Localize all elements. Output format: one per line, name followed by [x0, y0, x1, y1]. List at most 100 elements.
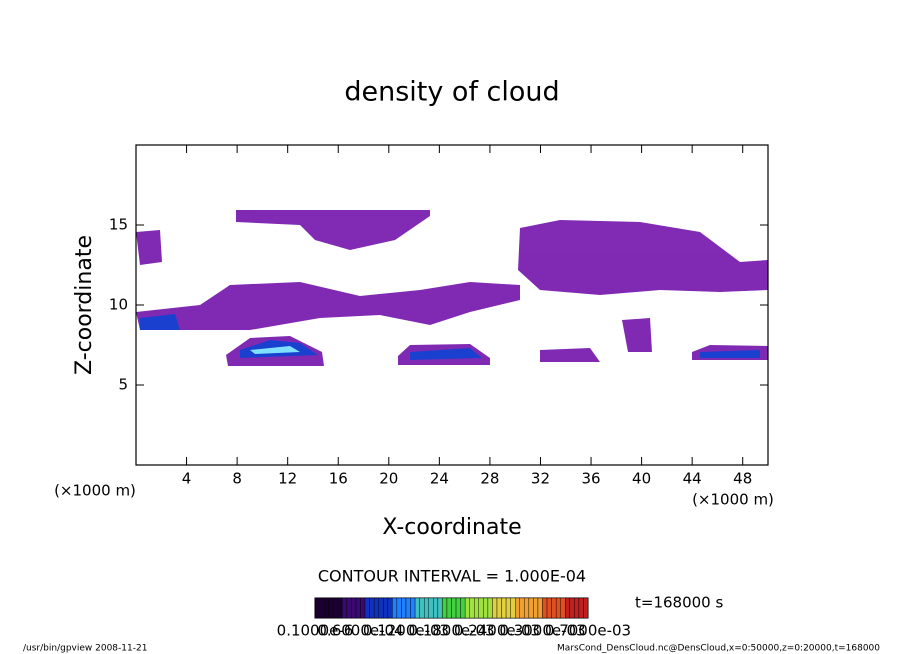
- colorbar-cell: [551, 597, 557, 619]
- colorbar-label: 0.6000e-04: [317, 622, 403, 640]
- x-tick-label: 16: [329, 470, 348, 488]
- colorbar-cell: [364, 597, 370, 619]
- colorbar-cell: [378, 597, 384, 619]
- cloud-field: [136, 210, 768, 366]
- colorbar-cell: [351, 597, 357, 619]
- x-unit-label: (×1000 m): [54, 482, 136, 500]
- colorbar-cell: [360, 597, 366, 619]
- colorbar-label: 0.1200e-03: [363, 622, 449, 640]
- cloud-region: [622, 318, 652, 352]
- colorbar-cell: [392, 597, 398, 619]
- colorbar-cell: [342, 597, 348, 619]
- colorbar-cell: [319, 597, 325, 619]
- colorbar-cell: [483, 597, 489, 619]
- colorbar-cell: [437, 597, 443, 619]
- y-tick-label: 5: [118, 376, 128, 394]
- x-unit-label: (×1000 m): [692, 491, 774, 509]
- cloud-core-region: [410, 348, 482, 360]
- cloud-core-region: [140, 314, 180, 330]
- colorbar-label: 0.3000e-03: [499, 622, 585, 640]
- colorbar-cell: [574, 597, 580, 619]
- colorbar-label: 0.2400e-03: [454, 622, 540, 640]
- colorbar-cell: [373, 597, 379, 619]
- x-tick-label: 32: [531, 470, 550, 488]
- x-tick-label: 28: [480, 470, 499, 488]
- cloud-region: [136, 282, 520, 330]
- contour-interval: CONTOUR INTERVAL = 1.000E-04: [318, 567, 586, 586]
- colorbar-label: 0.7000e-03: [545, 622, 631, 640]
- colorbar-cell: [474, 597, 480, 619]
- colorbar-cell: [428, 597, 434, 619]
- colorbar-cell: [560, 597, 566, 619]
- cloud-region: [236, 210, 430, 250]
- colorbar-cell: [337, 597, 343, 619]
- cloud-core-region: [700, 350, 760, 358]
- x-tick-label: 44: [683, 470, 702, 488]
- colorbar-cell: [583, 597, 589, 619]
- colorbar-cell: [501, 597, 507, 619]
- colorbar-cell: [401, 597, 407, 619]
- colorbar-cell: [528, 597, 534, 619]
- colorbar-cell: [455, 597, 461, 619]
- colorbar-cell: [578, 597, 584, 619]
- colorbar-cell: [333, 597, 338, 619]
- footer-right: MarsCond_DensCloud.nc@DensCloud,x=0:5000…: [557, 644, 880, 654]
- x-tick-label: 20: [379, 470, 398, 488]
- colorbar-cell: [519, 597, 525, 619]
- colorbar-cell: [314, 597, 320, 619]
- y-axis-label: Z-coordinate: [72, 235, 97, 375]
- colorbar-cell: [419, 597, 425, 619]
- footer-left: /usr/bin/gpview 2008-11-21: [23, 644, 147, 654]
- colorbar-cell: [537, 597, 543, 619]
- x-tick-label: 8: [232, 470, 242, 488]
- colorbar-cell: [410, 597, 416, 619]
- cloud-region: [540, 348, 600, 362]
- colorbar-cell: [505, 597, 511, 619]
- colorbar-cell: [369, 597, 375, 619]
- x-tick-label: 4: [182, 470, 192, 488]
- colorbar-cell: [464, 597, 470, 619]
- colorbar-cell: [487, 597, 493, 619]
- colorbar-cell: [451, 597, 457, 619]
- x-tick-label: 36: [581, 470, 600, 488]
- cloud-region: [136, 230, 162, 265]
- cloud-region: [518, 220, 768, 295]
- colorbar-cell: [569, 597, 575, 619]
- colorbar-cell: [533, 597, 539, 619]
- x-tick-label: 48: [733, 470, 752, 488]
- x-axis-label: X-coordinate: [382, 515, 521, 540]
- colorbar-cell: [396, 597, 402, 619]
- colorbar-cell: [433, 597, 439, 619]
- x-tick-label: 24: [430, 470, 449, 488]
- colorbar-cell: [383, 597, 389, 619]
- colorbar-cell: [323, 597, 329, 619]
- cloud-peak: [250, 346, 300, 354]
- colorbar-cell: [442, 597, 448, 619]
- colorbar-label: 0.1800e-03: [408, 622, 494, 640]
- x-tick-label: 40: [632, 470, 651, 488]
- colorbar-cell: [524, 597, 530, 619]
- colorbar-cell: [555, 597, 561, 619]
- colorbar-cell: [492, 597, 498, 619]
- colorbar-cell: [542, 597, 548, 619]
- colorbar-cell: [460, 597, 466, 619]
- colorbar-cell: [328, 597, 334, 619]
- colorbar-cell: [424, 597, 429, 619]
- colorbar-cell: [346, 597, 352, 619]
- colorbar-cell: [446, 597, 452, 619]
- colorbar-cell: [469, 597, 475, 619]
- colorbar-cell: [510, 597, 516, 619]
- y-tick-label: 10: [109, 296, 128, 314]
- colorbar-cell: [546, 597, 552, 619]
- colorbar-cell: [565, 597, 571, 619]
- colorbar-cell: [355, 597, 361, 619]
- chart-title: density of cloud: [344, 77, 559, 108]
- x-tick-label: 12: [278, 470, 297, 488]
- colorbar-cell: [387, 597, 393, 619]
- colorbar-cell: [496, 597, 502, 619]
- colorbar-cell: [405, 597, 411, 619]
- time-label: t=168000 s: [635, 594, 723, 612]
- colorbar-label: 0.1000e-6: [277, 622, 354, 640]
